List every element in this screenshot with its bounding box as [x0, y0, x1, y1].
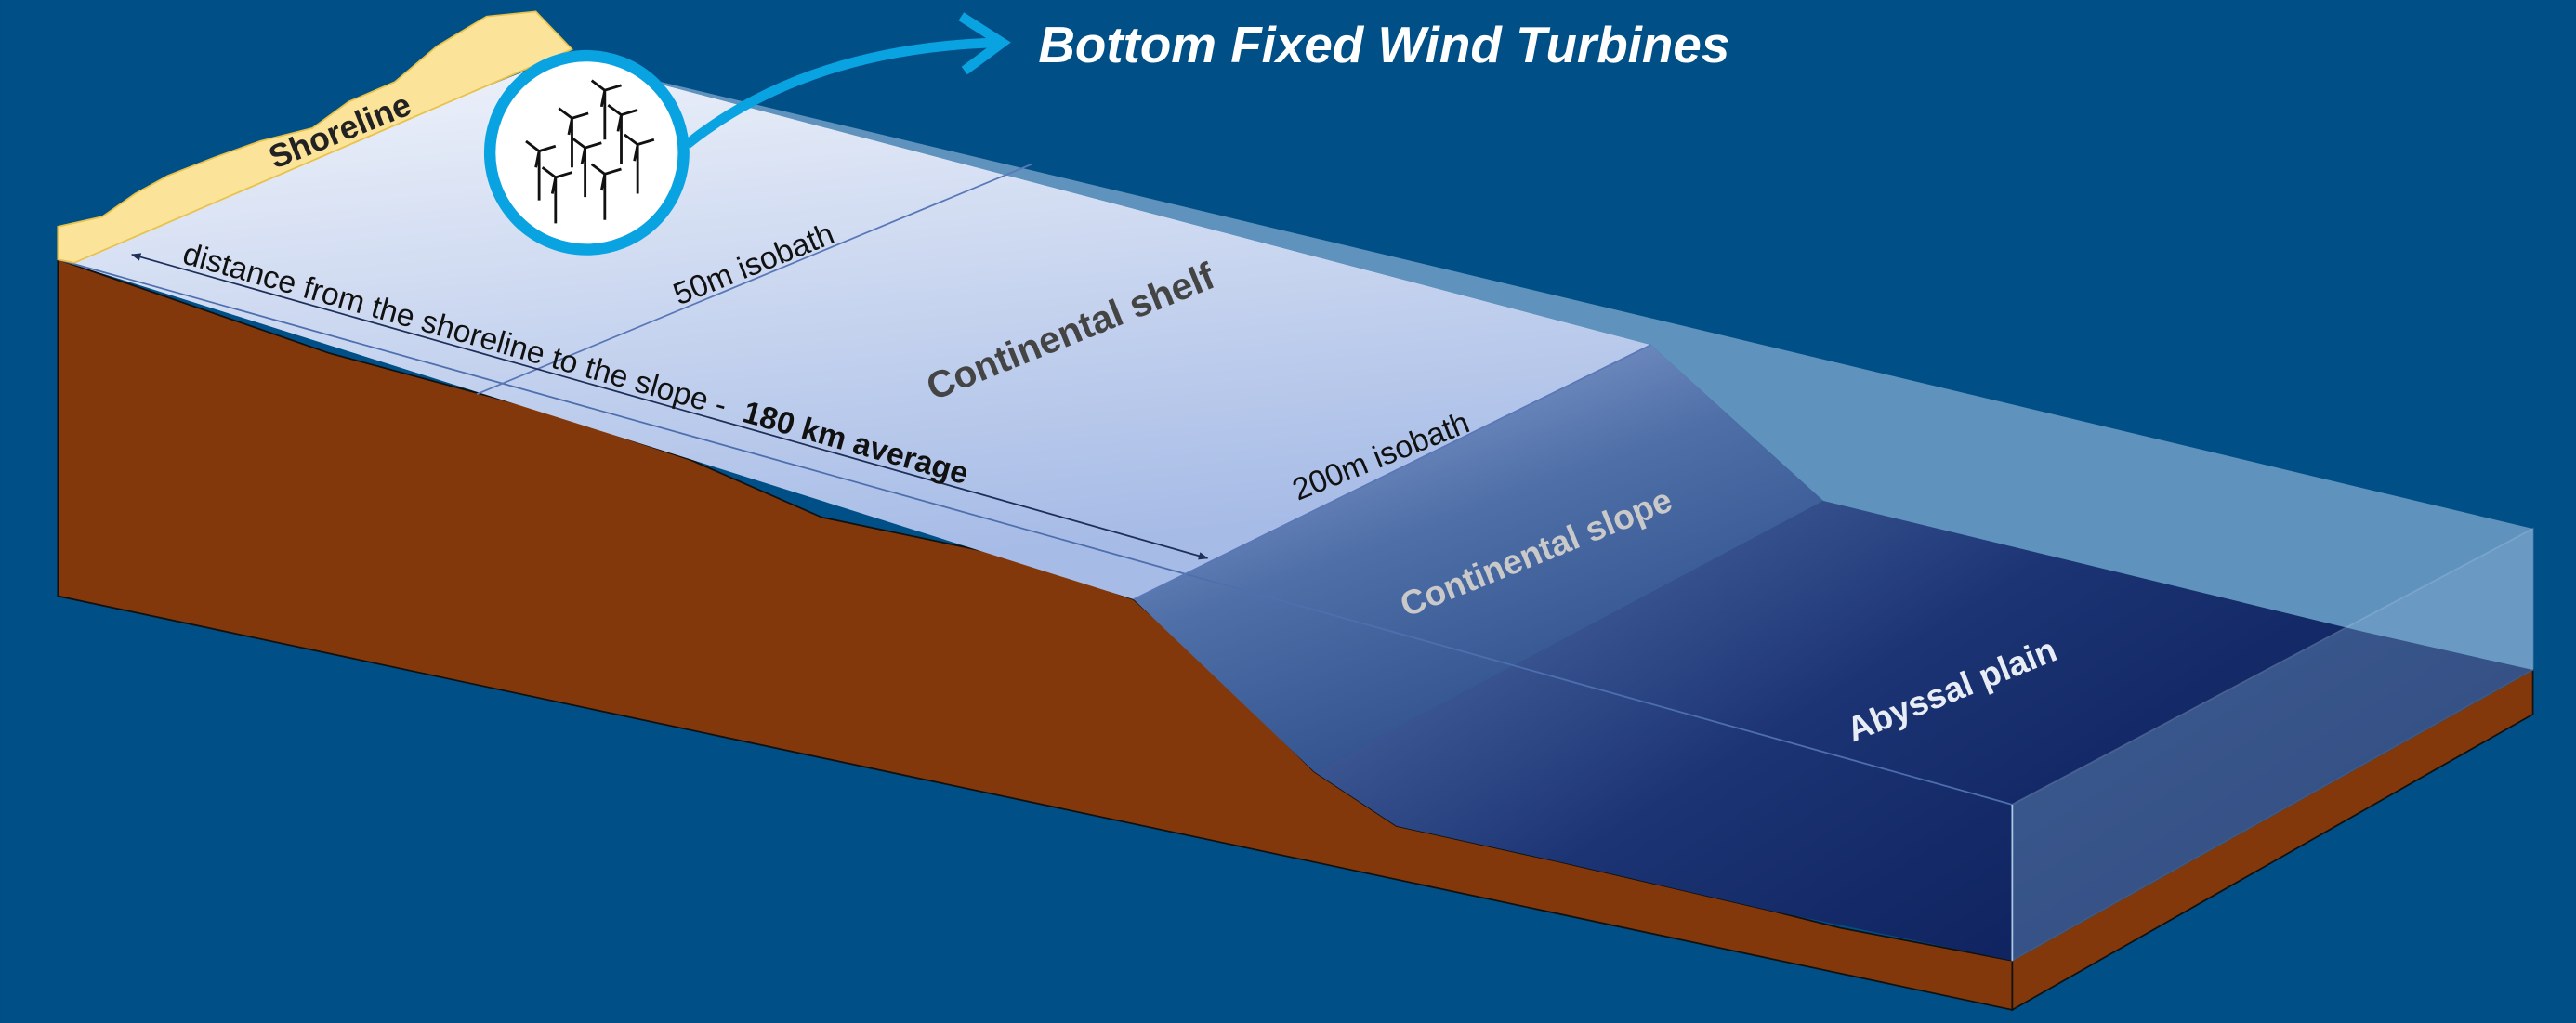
turbine-circle [490, 56, 684, 250]
page: {"title": "Bottom Fixed Wind Turbines", … [0, 0, 2576, 1023]
title: Bottom Fixed Wind Turbines [1038, 16, 1729, 73]
diagram: Bottom Fixed Wind Turbines Shoreline 50m… [0, 0, 2576, 1023]
